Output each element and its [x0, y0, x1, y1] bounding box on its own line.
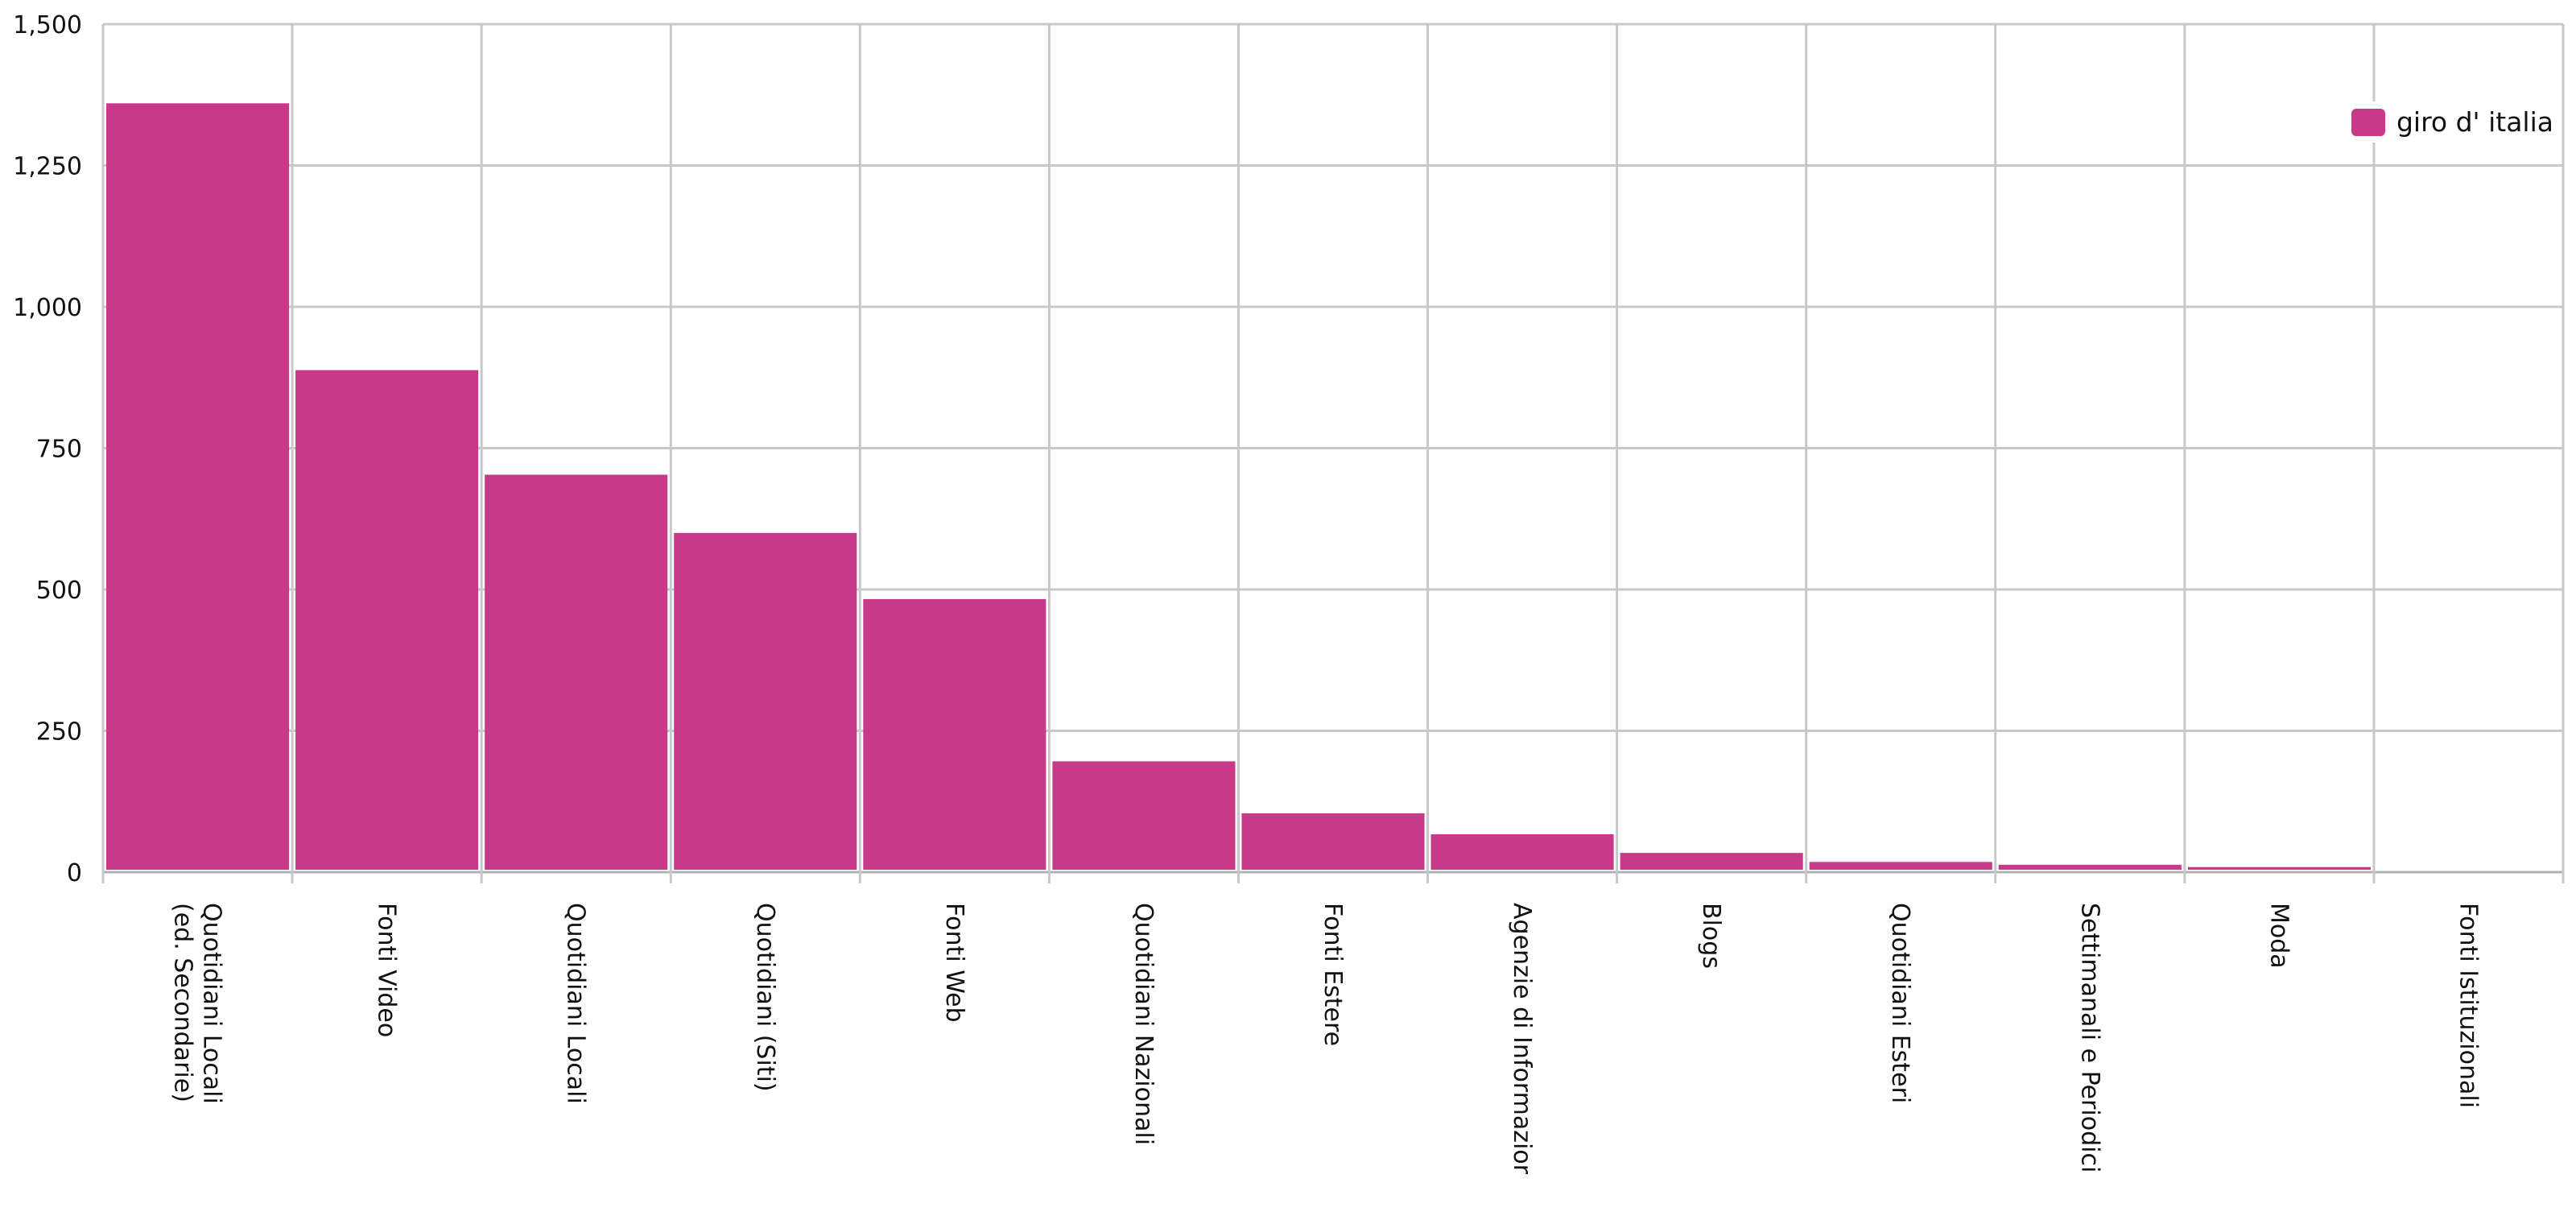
bar[interactable]: [1052, 761, 1236, 870]
y-axis-ticks: 0 250 500 750 1,000 1,250 1,500: [13, 11, 82, 887]
bar[interactable]: [1241, 813, 1425, 870]
bar[interactable]: [1430, 833, 1614, 870]
bar[interactable]: [485, 474, 668, 870]
x-tick-label: Quotidiani (Siti): [751, 903, 779, 1092]
x-tick-label: Quotidiani Locali: [562, 903, 590, 1104]
bar[interactable]: [1620, 853, 1803, 870]
y-tick-label: 500: [36, 577, 82, 605]
y-tick-label: 1,000: [13, 294, 82, 322]
legend[interactable]: giro d' italia: [2344, 101, 2562, 143]
bar[interactable]: [1809, 862, 1992, 870]
x-tick-label: Quotidiani Esteri: [1886, 903, 1914, 1103]
x-tick-label-line: Quotidiani Locali: [198, 903, 226, 1104]
x-tick-label: Settimanali e Periodici: [2075, 903, 2103, 1173]
x-tick-label: Quotidiani Locali(ed. Secondarie): [169, 903, 226, 1104]
x-tick-label-line: Fonti Web: [940, 903, 968, 1023]
legend-label: giro d' italia: [2396, 106, 2553, 138]
x-tick-label-line: (ed. Secondarie): [169, 903, 197, 1102]
x-tick-label-line: Fonti Estere: [1319, 903, 1347, 1046]
bar[interactable]: [863, 598, 1046, 870]
x-tick-label: Blogs: [1697, 903, 1725, 969]
bar[interactable]: [674, 532, 857, 870]
bar[interactable]: [295, 370, 479, 870]
x-tick-label: Moda: [2264, 903, 2293, 969]
x-tick-label-line: Blogs: [1697, 903, 1725, 969]
x-tick-label: Agenzie di Informazior: [1508, 903, 1536, 1175]
bar[interactable]: [1998, 864, 2182, 870]
x-tick-label: Fonti Video: [373, 903, 401, 1037]
y-tick-label: 250: [36, 718, 82, 747]
x-tick-label-line: Settimanali e Periodici: [2075, 903, 2103, 1173]
bar[interactable]: [106, 103, 290, 870]
bar[interactable]: [2187, 867, 2371, 870]
x-tick-label-line: Fonti Istituzionali: [2454, 903, 2482, 1108]
x-tick-label-line: Quotidiani Esteri: [1886, 903, 1914, 1103]
x-axis-labels: Quotidiani Locali(ed. Secondarie) Fonti V…: [169, 903, 2483, 1175]
y-tick-label: 1,500: [13, 11, 82, 39]
grid-layer: [101, 23, 2565, 883]
x-tick-label: Fonti Istituzionali: [2454, 903, 2482, 1108]
x-tick-label-line: Quotidiani (Siti): [751, 903, 779, 1092]
x-tick-label-line: Moda: [2264, 903, 2293, 969]
y-tick-label: 0: [67, 859, 82, 887]
x-tick-label: Quotidiani Nazionali: [1129, 903, 1158, 1145]
y-tick-label: 1,250: [13, 153, 82, 181]
x-tick-label: Fonti Estere: [1319, 903, 1347, 1046]
x-tick-label-line: Agenzie di Informazior: [1508, 903, 1536, 1175]
x-tick-label-line: Fonti Video: [373, 903, 401, 1037]
x-tick-label-line: Quotidiani Locali: [562, 903, 590, 1104]
x-tick-label: Fonti Web: [940, 903, 968, 1023]
bars-layer: [106, 103, 2371, 870]
legend-swatch: [2351, 108, 2385, 136]
x-tick-label-line: Quotidiani Nazionali: [1129, 903, 1158, 1145]
y-tick-label: 750: [36, 436, 82, 464]
